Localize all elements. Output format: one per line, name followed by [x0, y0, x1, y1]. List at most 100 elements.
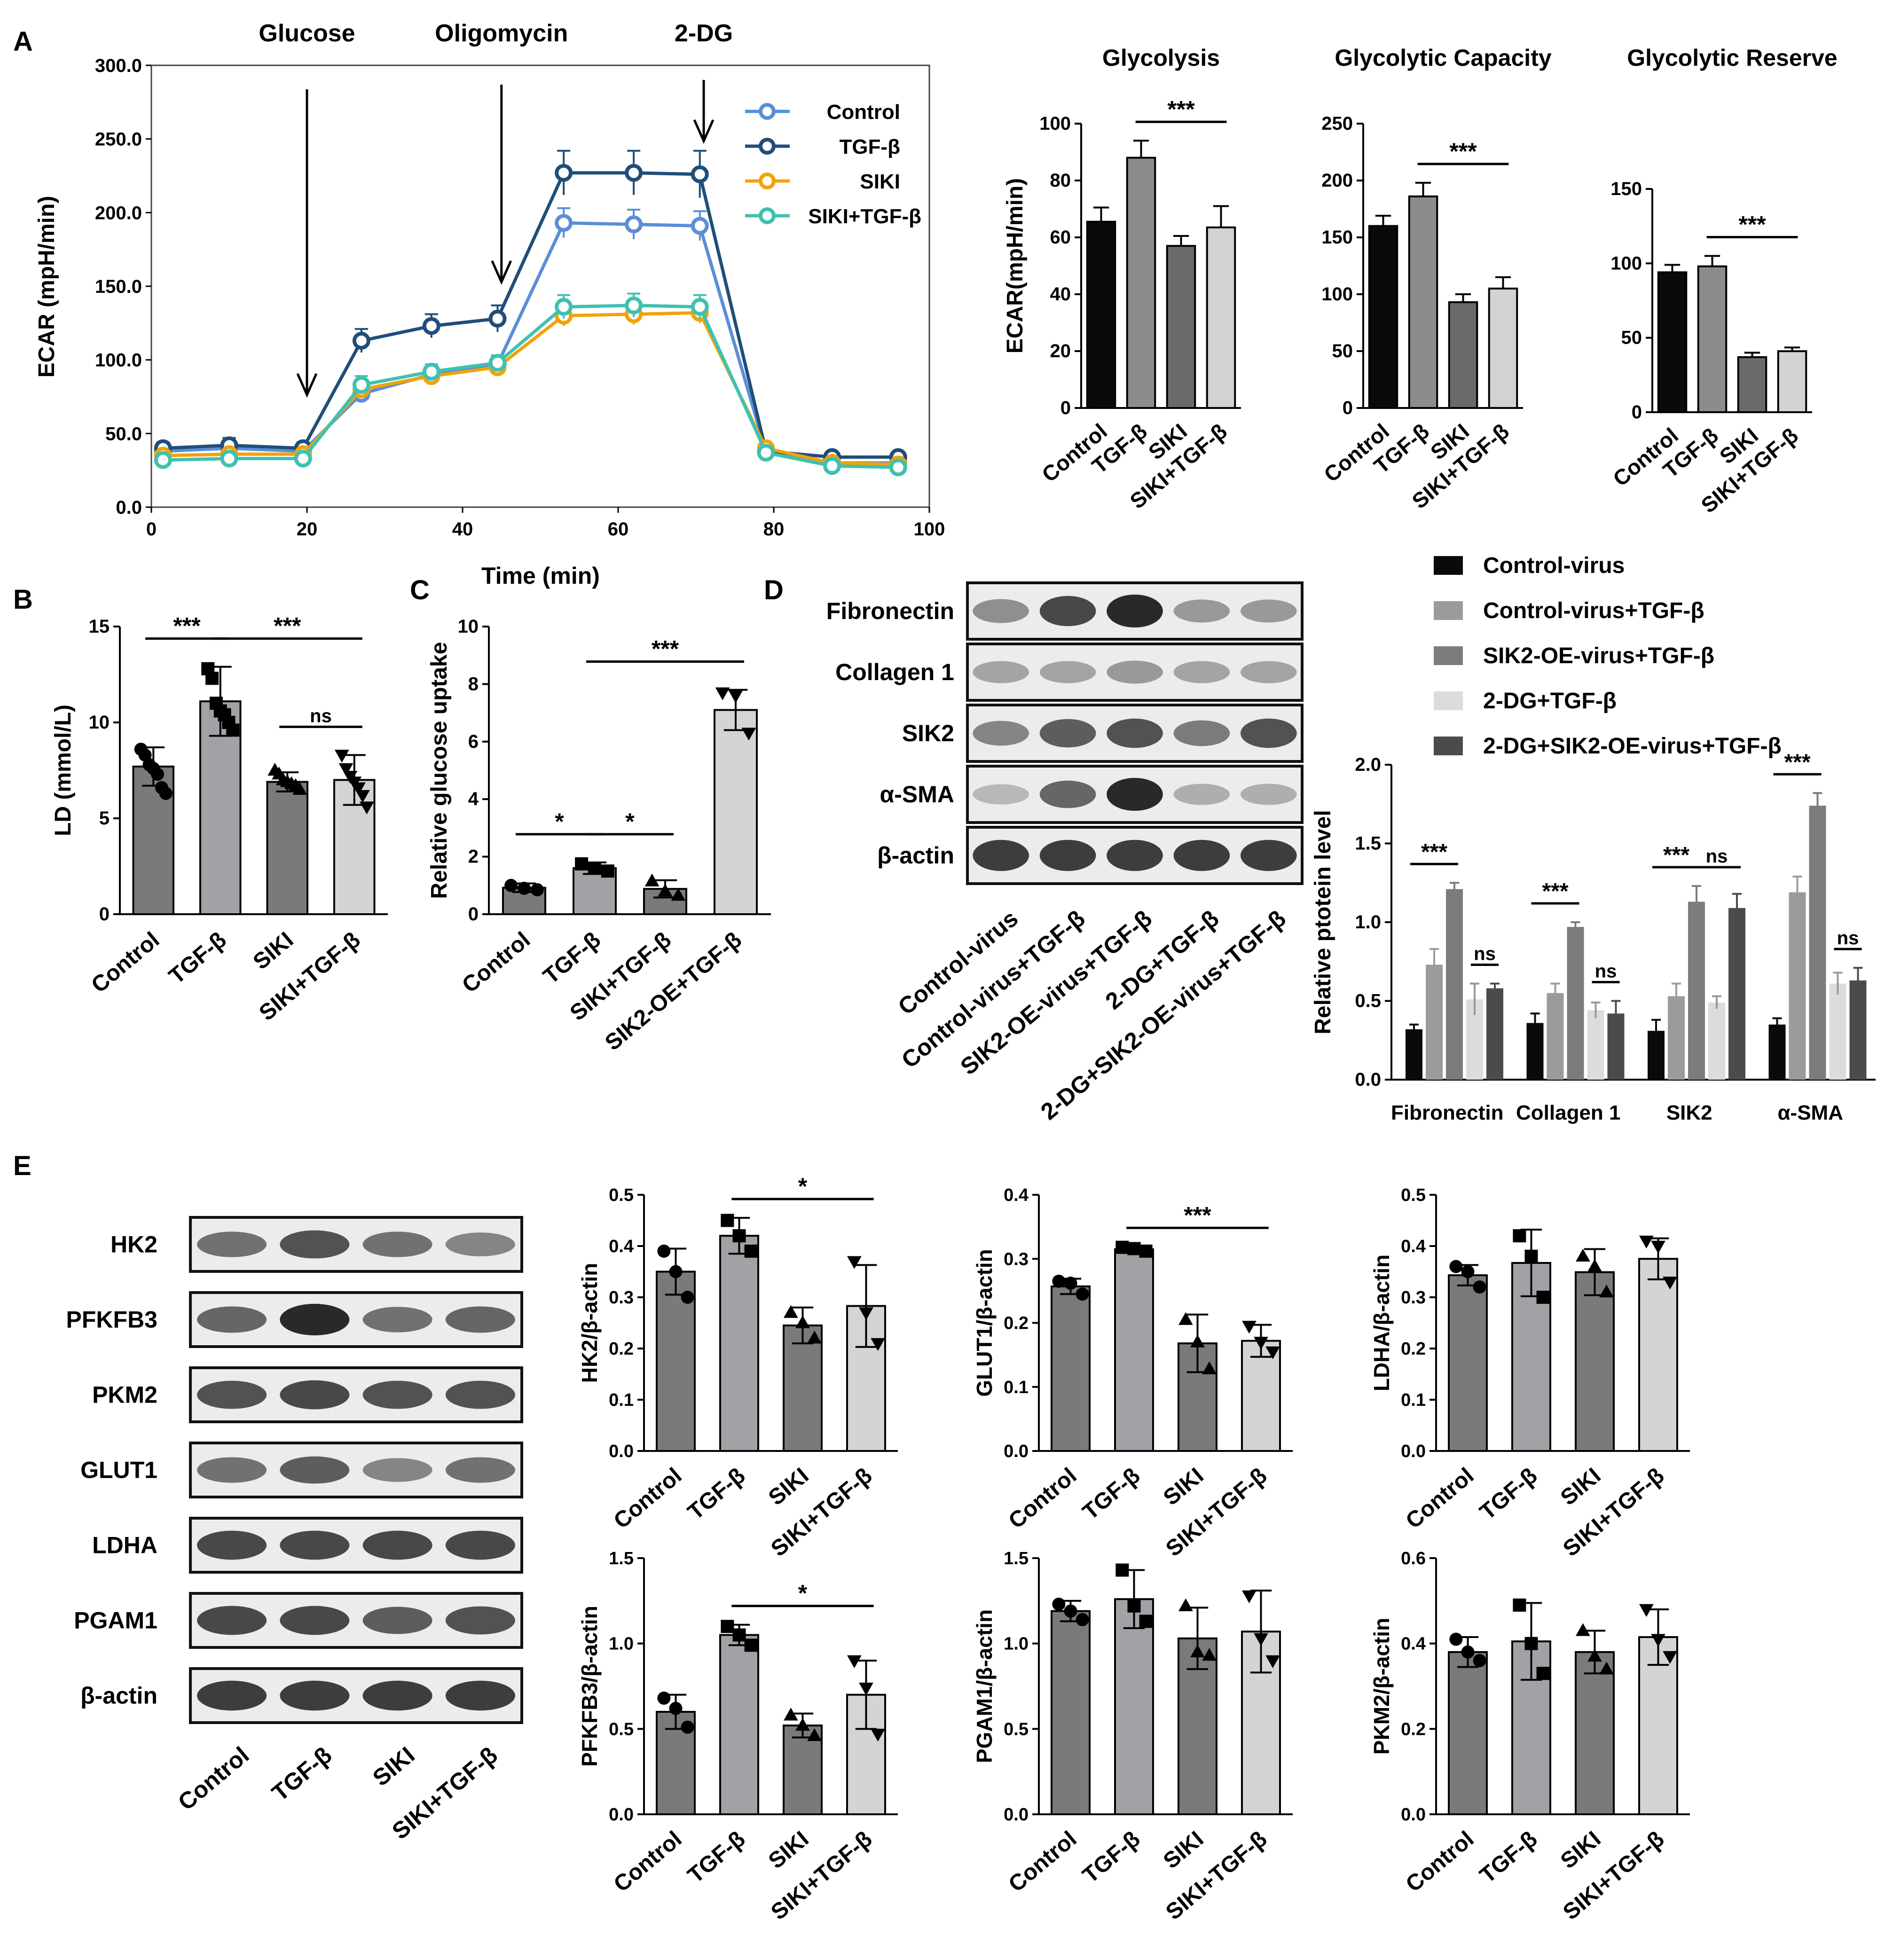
y-tick-label: 150.0: [95, 276, 142, 297]
data-point-control: [1052, 1598, 1066, 1611]
legend-swatch: [1434, 556, 1463, 575]
blot-row-label-pgam1: PGAM1: [74, 1607, 157, 1634]
data-point-siki-plus-tgf-beta: [644, 873, 660, 886]
bar-collagen-1-sik2-oe-virus-plus-tgf-beta: [1567, 927, 1584, 1080]
data-point-tgf-beta: [1513, 1229, 1526, 1243]
significance-label: ns: [1706, 846, 1728, 867]
legend-swatch: [1434, 691, 1463, 710]
legend-marker: [759, 207, 776, 224]
bar-tgf-beta: [199, 700, 242, 915]
y-tick-label: 0: [1343, 398, 1353, 418]
y-tick-label: 0.3: [609, 1288, 634, 1308]
y-tick-label: 100: [1321, 284, 1353, 305]
data-point-siki: [795, 1717, 810, 1731]
data-point-siki: [1178, 1598, 1193, 1611]
x-tick-label: Control: [87, 927, 165, 998]
injection-arrowhead: [491, 260, 512, 285]
data-point: [294, 449, 312, 468]
chart-C-glucose: 0 2 4 6 8 10 Relative glucose uptake Control TGF…: [427, 616, 771, 1056]
blot-band: [362, 1231, 432, 1257]
data-point-siki: [292, 782, 307, 795]
blot-band: [1173, 720, 1230, 746]
data-point-siki-plus-tgf-beta: [671, 888, 686, 901]
significance-label: ***: [1167, 96, 1195, 122]
y-tick-label: 0.0: [116, 497, 142, 518]
data-point-control: [1064, 1604, 1077, 1618]
data-point-siki-plus-tgf-beta: [1254, 1337, 1268, 1350]
series-line-siki: [163, 311, 898, 466]
data-point: [488, 309, 507, 328]
blot-row-label-collagen-1: Collagen 1: [835, 659, 954, 685]
bar-siki-plus-tgf-beta: [846, 1693, 886, 1816]
significance-label: ***: [274, 613, 301, 639]
blot-band: [973, 839, 1029, 871]
data-point-control: [1052, 1274, 1066, 1288]
data-point-siki-plus-tgf-beta: [1639, 1235, 1654, 1249]
x-tick-label: TGF-β: [165, 927, 231, 989]
bar-tgf-beta: [719, 1235, 759, 1452]
y-tick-label: 0.0: [609, 1442, 634, 1461]
legend-swatch: [1434, 646, 1463, 665]
blot-band: [362, 1680, 432, 1711]
significance-label: *: [798, 1580, 808, 1607]
data-point-siki: [783, 1708, 798, 1721]
y-tick-label: 0.5: [1004, 1719, 1029, 1739]
data-point-siki: [1599, 1285, 1614, 1298]
x-tick-label: SIKI: [764, 1827, 814, 1874]
bar-control: [1448, 1651, 1488, 1815]
y-tick-label: 5: [99, 808, 110, 829]
blot-band: [362, 1530, 432, 1560]
chart-E-glut1: 0.0 0.1 0.2 0.3 0.4 GLUT1/β-actin ControlTGF-β…: [972, 1185, 1293, 1561]
x-tick-label: SIKI: [1556, 1827, 1606, 1874]
y-tick-label: 150: [1610, 179, 1642, 199]
data-point: [625, 296, 643, 314]
data-point: [220, 449, 238, 468]
blot-band: [1039, 780, 1096, 808]
y-tick-label: 0: [1060, 398, 1071, 418]
data-point-siki: [783, 1305, 798, 1318]
significance-label: *: [798, 1173, 808, 1200]
y-tick-label: 300.0: [95, 55, 142, 76]
data-point-sik2-oe-plus-tgf-beta: [715, 687, 730, 700]
data-point: [691, 165, 709, 183]
y-tick-label: 250.0: [95, 129, 142, 150]
y-tick-label: 0.0: [1004, 1805, 1029, 1825]
bar-tgf-beta: [1114, 1248, 1154, 1452]
data-point-tgf-beta: [1115, 1240, 1129, 1254]
data-point-siki: [1202, 1361, 1217, 1374]
significance-label: ***: [1421, 839, 1447, 864]
blot-lane-label-2-dg-plus-tgf-beta: 2-DG+TGF-β: [1100, 905, 1224, 1015]
y-axis-label: HK2/β-actin: [577, 1263, 602, 1383]
data-point: [488, 353, 507, 372]
data-point-siki-plus-tgf-beta: [871, 1729, 886, 1742]
data-point-siki-plus-tgf-beta: [1663, 1277, 1678, 1290]
legend-swatch: [1434, 601, 1463, 620]
data-point-siki-plus-tgf-beta: [1265, 1655, 1280, 1669]
chart-d-protein: 0.0 0.5 1.0 1.5 2.0 Relative ptotein level Fib…: [1311, 553, 1876, 1124]
data-point: [422, 362, 440, 381]
x-tick-label: SIKI: [1159, 1463, 1209, 1511]
legend-marker: [759, 172, 776, 189]
data-point-tgf-beta: [732, 1628, 746, 1642]
legend-label-sik2-oe-virus-plus-tgf-beta: SIK2-OE-virus+TGF-β: [1483, 643, 1714, 668]
blot-band: [445, 1457, 515, 1483]
bar-tgf-beta: [1114, 1598, 1154, 1815]
injection-label-2-dg: 2-DG: [675, 20, 733, 47]
y-tick-label: 0.2: [609, 1339, 634, 1359]
injection-label-glucose: Glucose: [259, 20, 355, 47]
blot-band: [280, 1680, 350, 1711]
data-point-tgf-beta: [744, 1244, 758, 1258]
blot-band: [445, 1306, 515, 1333]
y-tick-label: 0.2: [1401, 1719, 1426, 1739]
significance-label: ***: [1542, 879, 1568, 904]
bar-sik2-2-dg-plus-sik2-oe-virus-plus-tgf-beta: [1728, 908, 1745, 1080]
data-point: [555, 214, 573, 232]
data-point-siki: [1575, 1248, 1590, 1262]
data-point: [691, 298, 709, 316]
bar-tgf-beta: [1126, 157, 1156, 409]
bar-control: [1368, 225, 1398, 409]
chart-A-capacity: 050100150200250ControlTGF-βSIKISIKI+TGF-…: [1319, 45, 1552, 513]
legend-marker: [759, 103, 776, 120]
